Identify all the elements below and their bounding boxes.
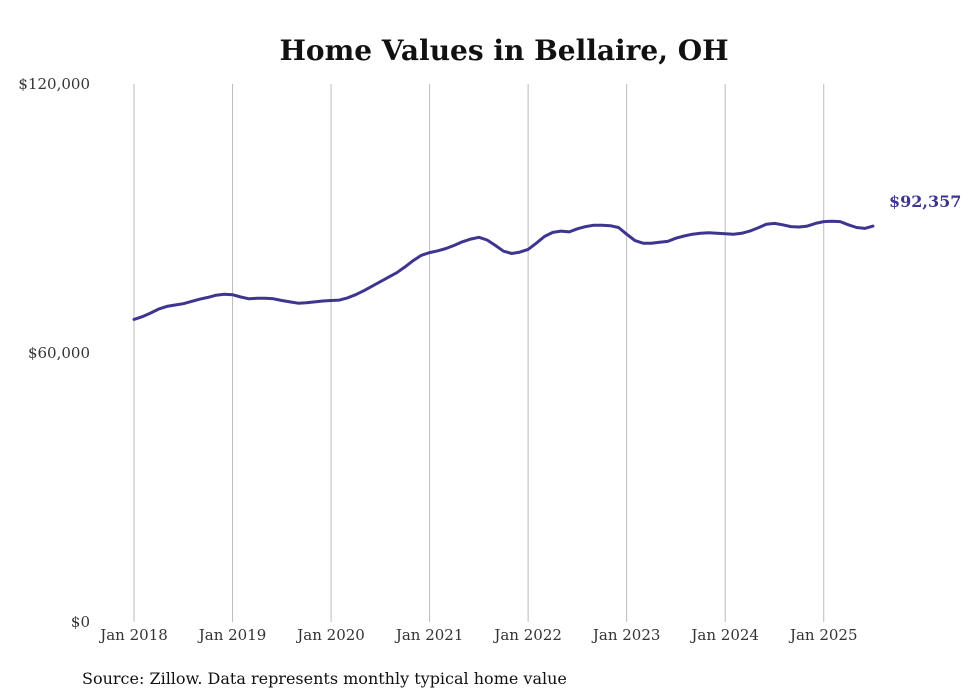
y-axis-ticks: $0 $60,000 $120,000 [18,75,90,631]
source-note: Source: Zillow. Data represents monthly … [82,669,567,688]
series-line [132,219,875,321]
last-value-label: $92,357 [889,192,961,211]
x-tick-label: Jan 2022 [492,626,562,644]
y-tick-label: $60,000 [28,344,90,362]
x-tick-label: Jan 2018 [98,626,168,644]
x-tick-label: Jan 2020 [295,626,365,644]
x-tick-label: Jan 2023 [591,626,661,644]
grid-layer [133,84,825,622]
x-tick-label: Jan 2025 [788,626,858,644]
chart-title: Home Values in Bellaire, OH [279,34,728,67]
x-tick-label: Jan 2019 [197,626,267,644]
series-layer [132,219,875,321]
x-axis-ticks: Jan 2018 Jan 2019 Jan 2020 Jan 2021 Jan 2022… [98,626,857,644]
x-tick-label: Jan 2021 [394,626,464,644]
y-tick-label: $120,000 [18,75,90,93]
y-tick-label: $0 [71,613,90,631]
x-tick-label: Jan 2024 [689,626,759,644]
